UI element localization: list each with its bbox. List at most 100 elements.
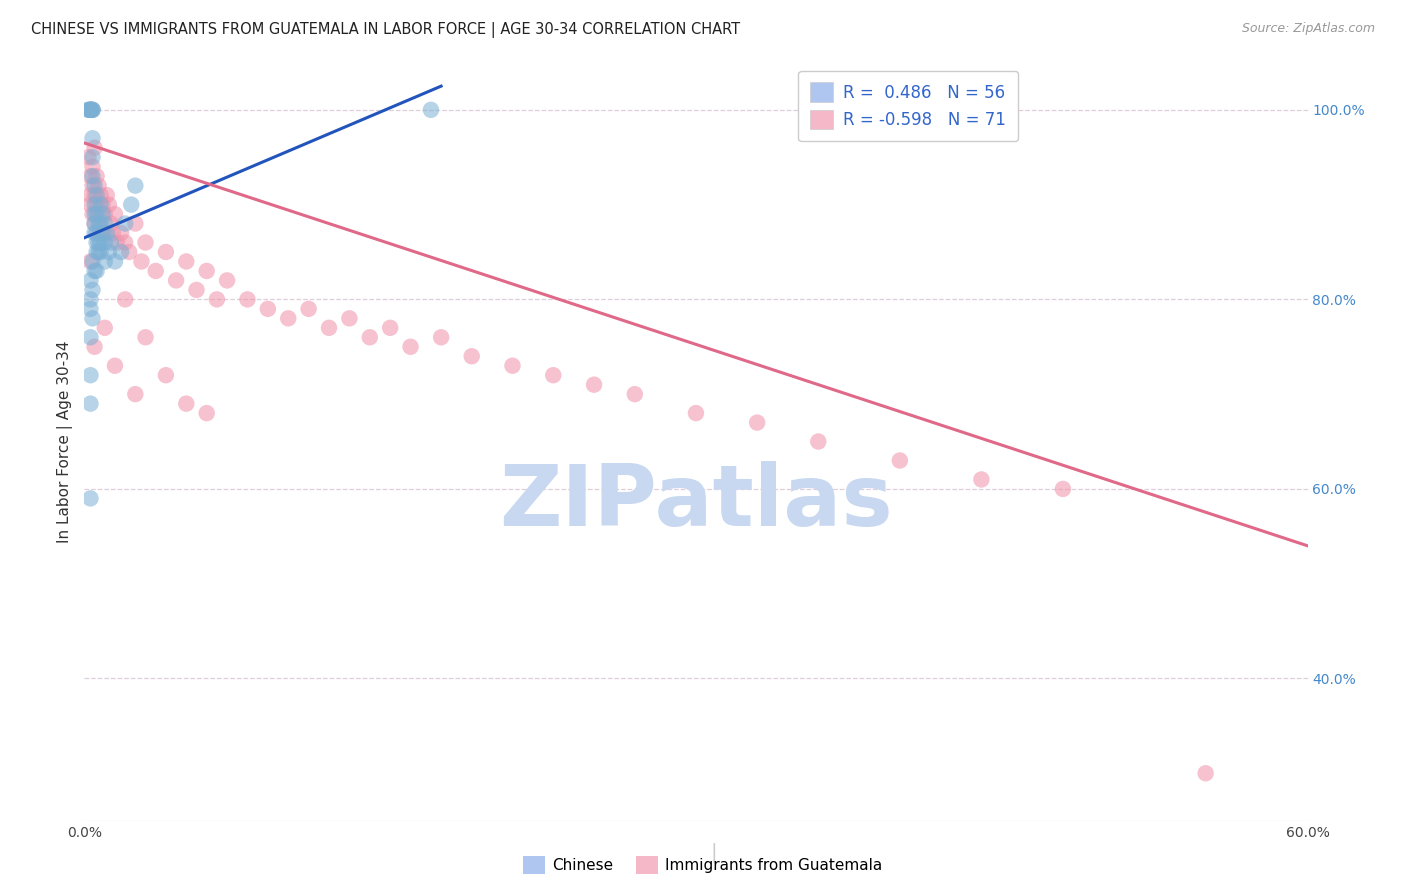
Point xyxy=(100,217,122,231)
Point xyxy=(82,169,104,184)
Point xyxy=(90,217,112,231)
Point xyxy=(79,103,101,117)
Point xyxy=(77,103,100,117)
Point xyxy=(82,207,104,221)
Point xyxy=(79,368,101,383)
Point xyxy=(399,340,422,354)
Point xyxy=(174,396,197,410)
Point xyxy=(82,311,104,326)
Point xyxy=(83,264,105,278)
Point xyxy=(93,320,115,334)
Point xyxy=(82,103,104,117)
Point xyxy=(165,273,187,287)
Point xyxy=(79,103,101,117)
Point xyxy=(1052,482,1074,496)
Point xyxy=(380,320,402,334)
Point xyxy=(79,197,101,211)
Point xyxy=(298,301,321,316)
Point xyxy=(96,226,118,240)
Point xyxy=(502,359,524,373)
Point xyxy=(90,188,112,202)
Point xyxy=(114,293,136,307)
Point xyxy=(624,387,647,401)
Point xyxy=(91,197,114,211)
Point xyxy=(82,178,104,193)
Point xyxy=(105,235,128,250)
Point xyxy=(155,244,177,259)
Point xyxy=(79,103,101,117)
Point xyxy=(583,377,606,392)
Point xyxy=(110,244,132,259)
Point xyxy=(86,207,108,221)
Point xyxy=(83,217,105,231)
Point xyxy=(114,235,136,250)
Point xyxy=(120,197,142,211)
Point xyxy=(79,103,101,117)
Point xyxy=(174,254,197,268)
Legend: R =  0.486   N = 56, R = -0.598   N = 71: R = 0.486 N = 56, R = -0.598 N = 71 xyxy=(799,70,1018,141)
Point xyxy=(186,283,208,297)
Text: Source: ZipAtlas.com: Source: ZipAtlas.com xyxy=(1241,22,1375,36)
Point xyxy=(87,178,110,193)
Point xyxy=(430,330,453,344)
Point xyxy=(83,188,105,202)
Point xyxy=(83,141,105,155)
Point xyxy=(87,235,110,250)
Point xyxy=(889,453,911,467)
Point xyxy=(155,368,177,383)
Point xyxy=(79,491,101,506)
Point xyxy=(195,406,218,420)
Point xyxy=(93,226,115,240)
Point xyxy=(124,217,146,231)
Point xyxy=(217,273,239,287)
Point xyxy=(87,207,110,221)
Point xyxy=(90,197,112,211)
Point xyxy=(359,330,381,344)
Point xyxy=(86,169,108,184)
Point xyxy=(82,150,104,164)
Point xyxy=(93,207,115,221)
Point xyxy=(91,207,114,221)
Text: ZIPatlas: ZIPatlas xyxy=(499,460,893,544)
Point xyxy=(96,188,118,202)
Point xyxy=(82,283,104,297)
Point xyxy=(87,244,110,259)
Point xyxy=(685,406,707,420)
Point xyxy=(86,235,108,250)
Point xyxy=(83,226,105,240)
Point xyxy=(86,264,108,278)
Point xyxy=(93,217,115,231)
Point xyxy=(118,244,141,259)
Point xyxy=(82,131,104,145)
Point xyxy=(97,244,120,259)
Point xyxy=(97,197,120,211)
Point xyxy=(86,197,108,211)
Point xyxy=(257,301,280,316)
Point xyxy=(1195,766,1218,780)
Point xyxy=(339,311,361,326)
Point xyxy=(114,217,136,231)
Point xyxy=(83,207,105,221)
Point xyxy=(807,434,830,449)
Point xyxy=(101,226,124,240)
Point xyxy=(83,217,105,231)
Point xyxy=(86,188,108,202)
Point xyxy=(195,264,218,278)
Point xyxy=(135,235,157,250)
Point xyxy=(124,178,146,193)
Point xyxy=(318,320,340,334)
Point xyxy=(93,254,115,268)
Point xyxy=(83,340,105,354)
Point xyxy=(90,244,112,259)
Text: |: | xyxy=(711,842,717,862)
Point xyxy=(131,254,153,268)
Point xyxy=(82,254,104,268)
Text: CHINESE VS IMMIGRANTS FROM GUATEMALA IN LABOR FORCE | AGE 30-34 CORRELATION CHAR: CHINESE VS IMMIGRANTS FROM GUATEMALA IN … xyxy=(31,22,740,38)
Point xyxy=(104,207,127,221)
Point xyxy=(91,226,114,240)
Point xyxy=(100,235,122,250)
Point xyxy=(93,235,115,250)
Point xyxy=(135,330,157,344)
Point xyxy=(79,293,101,307)
Point xyxy=(82,160,104,174)
